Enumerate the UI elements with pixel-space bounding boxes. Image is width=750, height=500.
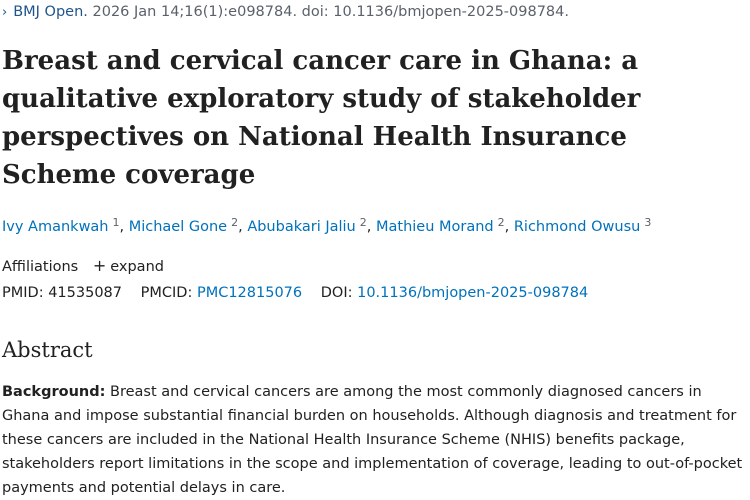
affiliations-label: Affiliations <box>2 259 79 275</box>
article-title: Breast and cervical cancer care in Ghana… <box>2 46 641 190</box>
author-link[interactable]: Ivy Amankwah 1 <box>2 216 120 235</box>
chevron-right-icon[interactable]: › <box>2 5 8 20</box>
pmid-value: 41535087 <box>48 285 123 301</box>
abstract-background: Background: Breast and cervical cancers … <box>2 380 747 500</box>
affiliation-ref[interactable]: 2 <box>359 216 367 229</box>
pmcid-link[interactable]: PMC12815076 <box>196 285 303 301</box>
journal-link[interactable]: BMJ Open. <box>13 4 88 20</box>
plus-icon: + <box>92 256 107 275</box>
citation-details: 2026 Jan 14;16(1):e098784. doi: 10.1136/… <box>92 4 570 20</box>
author-link[interactable]: Abubakari Jaliu 2 <box>247 216 367 235</box>
abstract-heading: Abstract <box>2 338 93 362</box>
background-label: Background: <box>2 384 106 400</box>
affiliations-expand-button[interactable]: + expand <box>92 256 164 275</box>
author-link[interactable]: Michael Gone 2 <box>128 216 239 235</box>
affiliation-ref[interactable]: 3 <box>644 216 652 229</box>
affiliation-ref[interactable]: 2 <box>231 216 239 229</box>
author-link[interactable]: Mathieu Morand 2 <box>375 216 505 235</box>
affiliation-ref[interactable]: 1 <box>112 216 120 229</box>
identifiers-row: PMID: 41535087 PMCID: PMC12815076 DOI: 1… <box>2 285 588 301</box>
pmid-label: PMID: <box>2 285 44 301</box>
pmcid-label: PMCID: <box>140 285 193 301</box>
author-list: Ivy Amankwah 1, Michael Gone 2, Abubakari … <box>2 216 652 235</box>
background-text: Breast and cervical cancers are among th… <box>2 384 743 496</box>
doi-link[interactable]: 10.1136/bmjopen-2025-098784 <box>357 285 589 301</box>
author-link[interactable]: Richmond Owusu 3 <box>513 216 652 235</box>
doi-label: DOI: <box>320 285 353 301</box>
affiliation-ref[interactable]: 2 <box>497 216 505 229</box>
affiliations-row: Affiliations + expand <box>2 256 164 275</box>
citation-line: › BMJ Open. 2026 Jan 14;16(1):e098784. do… <box>2 4 569 20</box>
